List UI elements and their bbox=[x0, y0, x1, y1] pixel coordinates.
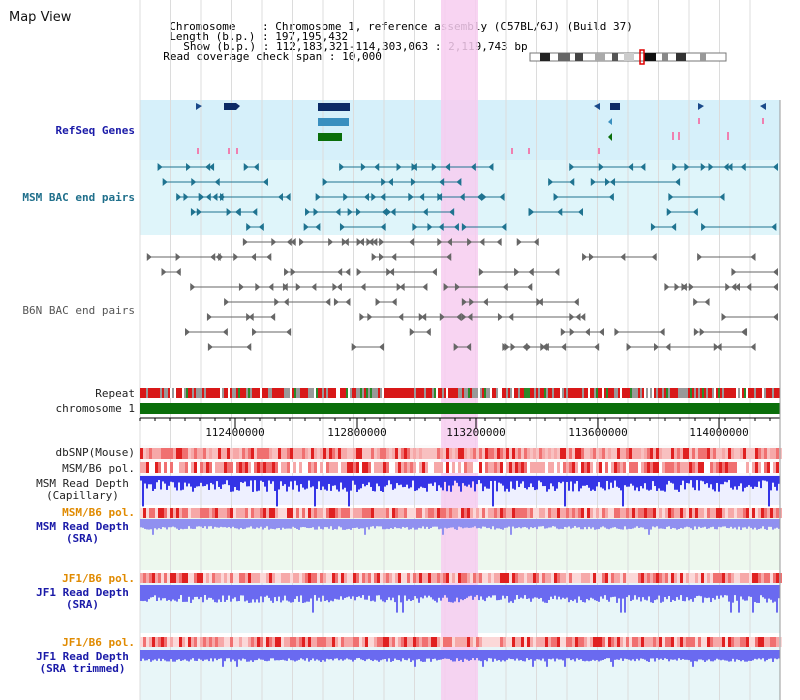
label-jf1-depth-trim: JF1 Read Depth (SRA trimmed) bbox=[36, 650, 129, 675]
label-msm-b6-pol: MSM/B6 pol. bbox=[62, 462, 135, 475]
chromosome-ideogram[interactable] bbox=[529, 49, 727, 65]
label-msm-depth-sra: MSM Read Depth (SRA) bbox=[36, 520, 129, 545]
chromosome-bar[interactable] bbox=[140, 403, 780, 414]
axis-tick-label: 112800000 bbox=[327, 426, 387, 439]
label-dbsnp: dbSNP(Mouse) bbox=[55, 446, 135, 459]
label-jf1-b6-pol: JF1/B6 pol. bbox=[62, 572, 135, 585]
msm-b6-pol-track[interactable] bbox=[140, 462, 782, 473]
label-refseq: RefSeq Genes bbox=[55, 124, 135, 137]
axis-tick-label: 113600000 bbox=[568, 426, 628, 439]
refseq-genes[interactable] bbox=[196, 103, 766, 154]
jf1-depth-trim-track[interactable] bbox=[140, 650, 780, 667]
info-length: Length (b.p.) : 197,195,432 bbox=[169, 30, 349, 43]
position-axis: 112400000 112800000 113200000 113600000 1140… bbox=[139, 417, 780, 439]
repeat-track[interactable] bbox=[140, 388, 780, 398]
jf1-b6-pol2-track[interactable] bbox=[140, 637, 782, 647]
axis-tick-label: 113200000 bbox=[446, 426, 506, 439]
info-span: Read coverage check span : 10,000 bbox=[163, 50, 382, 63]
label-repeat: Repeat bbox=[95, 387, 135, 400]
page-title: Map View bbox=[9, 10, 72, 25]
label-msm-b6-pol-2: MSM/B6 pol. bbox=[62, 506, 135, 519]
msm-depth-sra-track[interactable] bbox=[140, 519, 780, 535]
label-msm-depth-capillary: MSM Read Depth (Capillary) bbox=[36, 477, 129, 502]
label-chromosome: chromosome 1 bbox=[55, 402, 135, 415]
label-msm-bac: MSM BAC end pairs bbox=[22, 191, 135, 204]
dbsnp-track[interactable] bbox=[140, 448, 782, 459]
label-b6n-bac: B6N BAC end pairs bbox=[22, 304, 135, 317]
selection-highlight[interactable] bbox=[441, 0, 478, 700]
jf1-b6-pol-track[interactable] bbox=[140, 573, 782, 583]
b6n-bac-pairs[interactable] bbox=[146, 238, 778, 351]
axis-tick-label: 112400000 bbox=[205, 426, 265, 439]
msm-bac-pairs[interactable] bbox=[157, 163, 778, 231]
msm-b6-pol2-track[interactable] bbox=[140, 508, 782, 518]
axis-tick-label: 114000000 bbox=[689, 426, 749, 439]
jf1-depth-sra-track[interactable] bbox=[140, 585, 780, 613]
label-jf1-depth-sra: JF1 Read Depth (SRA) bbox=[36, 586, 129, 611]
label-jf1-b6-pol-2: JF1/B6 pol. bbox=[62, 636, 135, 649]
msm-depth-capillary-track[interactable] bbox=[140, 476, 780, 507]
